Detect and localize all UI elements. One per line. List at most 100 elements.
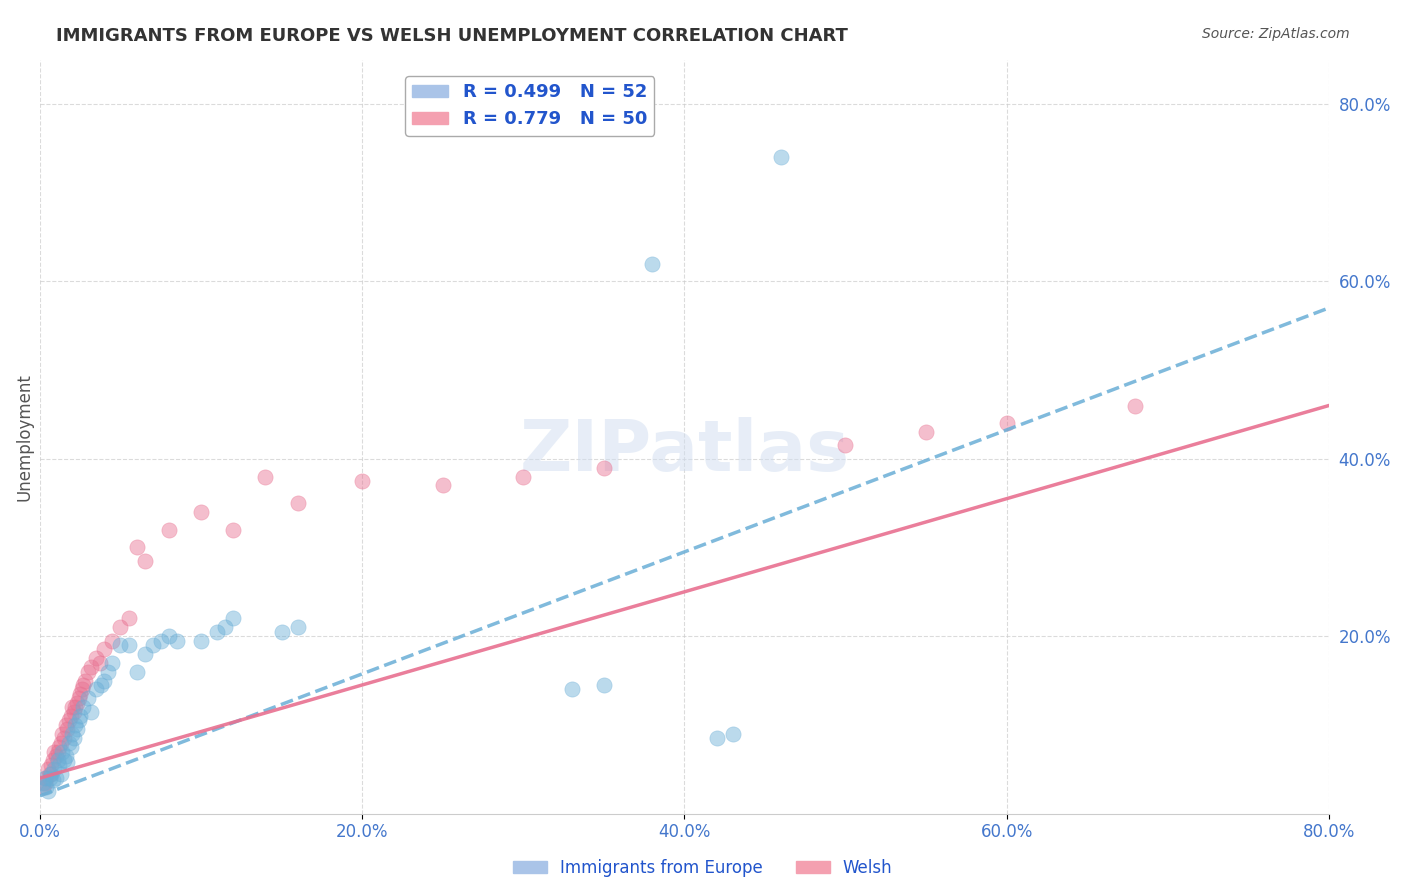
Point: [72, 700, 94, 714]
Text: IMMIGRANTS FROM EUROPE VS WELSH UNEMPLOYMENT CORRELATION CHART: IMMIGRANTS FROM EUROPE VS WELSH UNEMPLOY…: [56, 27, 848, 45]
Point: [56, 755, 79, 769]
Point: [62, 731, 84, 746]
Point: [205, 624, 228, 639]
Point: [721, 727, 744, 741]
Y-axis label: Unemployment: Unemployment: [15, 373, 32, 500]
Point: [77, 691, 100, 706]
Point: [59, 709, 82, 723]
Point: [125, 541, 148, 555]
Text: ZIPatlas: ZIPatlas: [519, 417, 849, 486]
Point: [48, 740, 70, 755]
Point: [190, 505, 212, 519]
Point: [46, 744, 69, 758]
Point: [32, 780, 55, 794]
Point: [60, 727, 83, 741]
Point: [93, 642, 115, 657]
Point: [55, 718, 77, 732]
Point: [90, 678, 112, 692]
Point: [86, 682, 108, 697]
Point: [58, 736, 80, 750]
Point: [93, 673, 115, 688]
Point: [592, 460, 614, 475]
Point: [44, 762, 66, 776]
Point: [166, 633, 188, 648]
Point: [55, 748, 77, 763]
Point: [561, 682, 583, 697]
Point: [134, 647, 156, 661]
Point: [65, 718, 87, 732]
Point: [110, 638, 132, 652]
Point: [125, 665, 148, 679]
Point: [287, 620, 309, 634]
Point: [222, 611, 245, 625]
Point: [352, 474, 374, 488]
Point: [149, 633, 172, 648]
Point: [254, 469, 277, 483]
Point: [706, 731, 728, 746]
Point: [641, 257, 664, 271]
Point: [72, 678, 94, 692]
Point: [190, 633, 212, 648]
Point: [51, 744, 73, 758]
Point: [39, 766, 62, 780]
Point: [592, 678, 614, 692]
Point: [287, 496, 309, 510]
Point: [70, 682, 93, 697]
Point: [222, 523, 245, 537]
Point: [214, 620, 236, 634]
Point: [89, 656, 111, 670]
Point: [915, 425, 938, 439]
Point: [67, 691, 90, 706]
Point: [56, 723, 79, 737]
Point: [39, 757, 62, 772]
Point: [512, 469, 534, 483]
Point: [35, 780, 58, 794]
Point: [45, 748, 67, 763]
Point: [49, 766, 72, 780]
Point: [66, 696, 89, 710]
Point: [117, 611, 139, 625]
Point: [157, 629, 180, 643]
Point: [86, 651, 108, 665]
Point: [117, 638, 139, 652]
Point: [60, 700, 83, 714]
Point: [769, 150, 792, 164]
Point: [65, 700, 87, 714]
Point: [73, 673, 96, 688]
Point: [101, 656, 124, 670]
Point: [69, 687, 91, 701]
Point: [49, 736, 72, 750]
Point: [59, 740, 82, 755]
Point: [38, 771, 60, 785]
Point: [69, 709, 91, 723]
Point: [157, 523, 180, 537]
Point: [432, 478, 454, 492]
Point: [80, 705, 103, 719]
Point: [101, 633, 124, 648]
Point: [97, 665, 120, 679]
Point: [53, 731, 76, 746]
Point: [45, 771, 67, 785]
Legend: R = 0.499   N = 52, R = 0.779   N = 50: R = 0.499 N = 52, R = 0.779 N = 50: [405, 76, 654, 136]
Point: [34, 771, 56, 785]
Point: [42, 772, 65, 787]
Point: [53, 753, 76, 767]
Point: [66, 723, 89, 737]
Point: [51, 727, 73, 741]
Point: [42, 753, 65, 767]
Point: [38, 766, 60, 780]
Point: [67, 714, 90, 728]
Legend: Immigrants from Europe, Welsh: Immigrants from Europe, Welsh: [506, 853, 900, 884]
Text: Source: ZipAtlas.com: Source: ZipAtlas.com: [1202, 27, 1350, 41]
Point: [134, 554, 156, 568]
Point: [37, 784, 59, 798]
Point: [270, 624, 292, 639]
Point: [35, 771, 58, 785]
Point: [110, 620, 132, 634]
Point: [44, 744, 66, 758]
Point: [77, 665, 100, 679]
Point: [995, 417, 1018, 431]
Point: [834, 438, 856, 452]
Point: [62, 705, 84, 719]
Point: [142, 638, 165, 652]
